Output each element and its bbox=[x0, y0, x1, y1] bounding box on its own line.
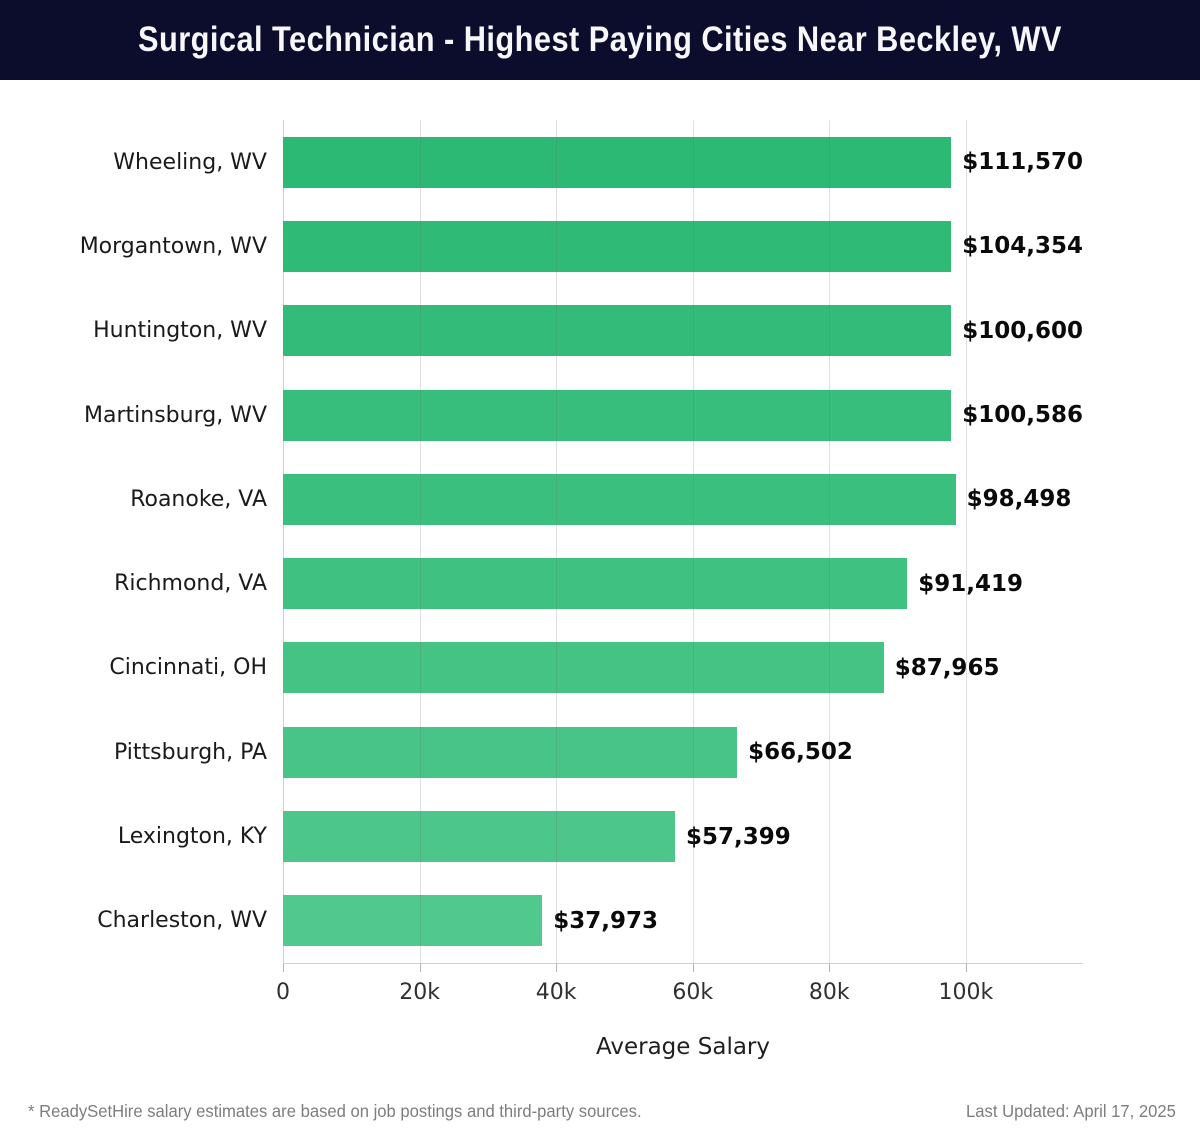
x-tick-label: 80k bbox=[808, 980, 850, 1005]
bar-value-label: $37,973 bbox=[553, 907, 659, 934]
x-axis-line bbox=[283, 963, 1083, 964]
category-label: Cincinnati, OH bbox=[109, 655, 267, 681]
bar-value-label: $100,586 bbox=[962, 402, 1083, 429]
bar-value-label: $66,502 bbox=[748, 739, 853, 766]
bar-row: Pittsburgh, PA $66,502 bbox=[114, 710, 1083, 794]
source-note: * ReadySetHire salary estimates are base… bbox=[28, 1101, 642, 1121]
plot-area: Wheeling, WV $111,570 Morgantown, WV $104,3… bbox=[80, 120, 1083, 1060]
bar-row: Wheeling, WV $111,570 bbox=[113, 120, 1083, 204]
x-axis-title: Average Salary bbox=[595, 1034, 770, 1060]
x-tick-label: 0 bbox=[276, 980, 290, 1005]
x-tick-label: 100k bbox=[938, 980, 994, 1005]
bar-row: Martinsburg, WV $100,586 bbox=[84, 373, 1083, 457]
x-tick-mark bbox=[419, 963, 421, 972]
bar bbox=[283, 726, 738, 778]
x-tick-mark bbox=[829, 963, 831, 972]
bar bbox=[283, 558, 908, 610]
category-label: Morgantown, WV bbox=[79, 233, 267, 259]
category-label: Charleston, WV bbox=[97, 908, 267, 934]
category-label: Wheeling, WV bbox=[113, 149, 267, 175]
x-tick-mark bbox=[283, 963, 284, 972]
y-axis-line bbox=[283, 120, 284, 963]
category-label: Pittsburgh, PA bbox=[114, 739, 267, 765]
x-tick-label: 20k bbox=[399, 980, 440, 1005]
x-tick-mark bbox=[692, 963, 694, 972]
bar bbox=[283, 220, 952, 272]
title-bar: Surgical Technician - Highest Paying Cit… bbox=[0, 0, 1200, 80]
bar bbox=[283, 811, 675, 863]
bar-rows: Wheeling, WV $111,570 Morgantown, WV $104,3… bbox=[80, 120, 1083, 963]
bar-value-label: $100,600 bbox=[962, 317, 1083, 344]
bar bbox=[283, 895, 543, 947]
bar bbox=[283, 305, 952, 357]
bar-value-label: $87,965 bbox=[894, 654, 1000, 681]
bar-row: Morgantown, WV $104,354 bbox=[80, 204, 1083, 288]
category-label: Lexington, KY bbox=[117, 824, 267, 850]
bar-value-label: $104,354 bbox=[962, 233, 1083, 260]
category-label: Richmond, VA bbox=[114, 571, 267, 597]
bar-row: Roanoke, VA $98,498 bbox=[130, 457, 1083, 541]
bar-row: Charleston, WV $37,973 bbox=[97, 879, 1083, 963]
category-label: Martinsburg, WV bbox=[84, 402, 267, 428]
x-tick-label: 60k bbox=[672, 980, 714, 1005]
bar bbox=[283, 389, 952, 441]
x-tick-mark bbox=[556, 963, 558, 972]
bar-row: Cincinnati, OH $87,965 bbox=[109, 626, 1083, 710]
bar bbox=[283, 473, 956, 525]
x-tick-label: 40k bbox=[535, 980, 577, 1005]
bar-value-label: $98,498 bbox=[966, 486, 1072, 513]
category-label: Huntington, WV bbox=[93, 318, 267, 344]
bar-value-label: $57,399 bbox=[685, 823, 791, 850]
x-tick-mark bbox=[965, 963, 967, 972]
page-title: Surgical Technician - Highest Paying Cit… bbox=[138, 20, 1062, 59]
bar-row: Lexington, KY $57,399 bbox=[118, 794, 1083, 878]
bar-value-label: $111,570 bbox=[962, 149, 1083, 176]
bar-value-label: $91,419 bbox=[918, 570, 1024, 597]
bar bbox=[283, 642, 884, 694]
bar-row: Richmond, VA $91,419 bbox=[114, 542, 1083, 626]
bar bbox=[283, 136, 952, 188]
category-label: Roanoke, VA bbox=[130, 486, 267, 512]
bar-row: Huntington, WV $100,600 bbox=[93, 289, 1083, 373]
last-updated: Last Updated: April 17, 2025 bbox=[966, 1101, 1176, 1121]
